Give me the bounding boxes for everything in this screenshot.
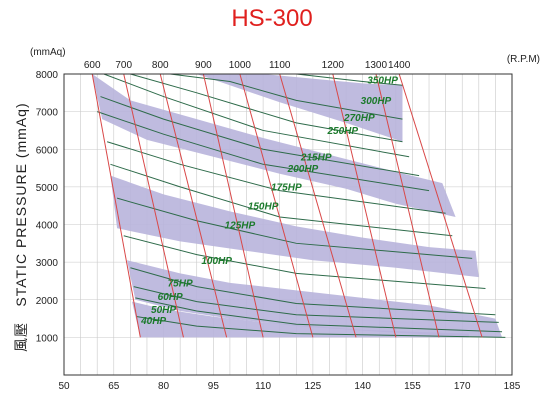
rpm-tick-label: 1200 (322, 60, 345, 71)
rpm-tick-label: 1100 (269, 60, 291, 71)
rpm-line (91, 73, 141, 338)
hp-label: 215HP (300, 153, 332, 164)
hp-curve (170, 73, 403, 120)
y-tick-label: 4000 (36, 221, 59, 232)
rpm-line (375, 73, 440, 338)
operating-band (146, 74, 403, 142)
hp-label: 270HP (343, 113, 375, 124)
rpm-line (398, 73, 483, 338)
hp-curve (97, 111, 430, 192)
hp-label: 50HP (151, 305, 176, 316)
operating-band (92, 74, 456, 217)
hp-label: 75HP (168, 279, 193, 290)
y-axis-label: STATIC PRESSURE (mmAq) (13, 102, 29, 306)
y-tick-label: 1000 (36, 333, 59, 344)
hp-curve (116, 197, 473, 259)
operating-band (127, 260, 503, 338)
x-tick-label: 155 (404, 381, 421, 392)
y-unit-label: (mmAq) (30, 47, 66, 58)
rpm-tick-label: 700 (115, 60, 132, 71)
x-tick-label: 125 (305, 381, 322, 392)
x-tick-label: 170 (454, 381, 471, 392)
rpm-unit-label: (R.P.M) (507, 54, 540, 65)
hp-label: 300HP (361, 96, 392, 107)
plot-border (63, 73, 513, 376)
rpm-line (279, 73, 357, 338)
hp-curve (100, 96, 420, 177)
rpm-tick-label: 900 (195, 60, 212, 71)
x-tick-label: 185 (504, 381, 521, 392)
hp-label: 60HP (158, 292, 183, 303)
hp-label: 125HP (225, 220, 256, 231)
hp-curve (106, 141, 446, 214)
y-axis-label-cjk: 風壓 (13, 322, 29, 352)
hp-curve (136, 316, 506, 338)
hp-curve (130, 267, 496, 316)
rpm-line (159, 73, 228, 338)
x-tick-label: 110 (255, 381, 271, 392)
x-tick-label: 140 (354, 381, 371, 392)
y-tick-label: 6000 (36, 145, 59, 156)
hp-label: 175HP (271, 183, 302, 194)
hp-label: 40HP (140, 316, 166, 327)
hp-curve (135, 297, 503, 333)
hp-curve (110, 163, 453, 237)
rpm-line (239, 73, 314, 338)
y-tick-label: 8000 (36, 70, 59, 81)
rpm-tick-label: 1000 (229, 60, 252, 71)
y-tick-label: 5000 (36, 183, 59, 194)
rpm-tick-label: 1300 (365, 60, 388, 71)
y-tick-label: 3000 (36, 258, 59, 269)
rpm-tick-label: 800 (152, 60, 169, 71)
rpm-tick-label: 600 (84, 60, 101, 71)
rpm-line (202, 73, 264, 338)
rpm-tick-label: 1400 (388, 60, 411, 71)
y-tick-label: 2000 (36, 296, 59, 307)
rpm-line (332, 73, 397, 338)
operating-band (132, 301, 469, 338)
hp-label: 250HP (326, 126, 358, 137)
hp-label: 350HP (367, 75, 398, 86)
x-tick-label: 80 (158, 381, 170, 392)
hp-label: 150HP (248, 201, 279, 212)
x-tick-label: 50 (58, 381, 70, 392)
hp-curve (130, 73, 403, 143)
y-tick-label: 7000 (36, 108, 59, 119)
hp-label: 100HP (201, 256, 232, 267)
chart-title: HS-300 (231, 5, 312, 32)
operating-band (110, 175, 479, 278)
hp-curve (103, 73, 410, 158)
rpm-line (123, 73, 184, 338)
x-tick-label: 95 (208, 381, 220, 392)
x-tick-label: 65 (108, 381, 120, 392)
hp-curve (133, 286, 499, 323)
hp-label: 200HP (287, 164, 319, 175)
